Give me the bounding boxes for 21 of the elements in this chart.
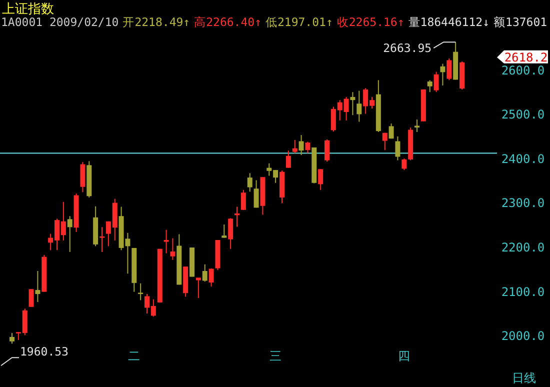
annotation: 收2265.16↑ [336,15,404,29]
y-tick-label: 2500.0 [501,108,545,122]
y-tick-label: 2300.0 [501,196,545,210]
y-tick-label: 2600.0 [501,63,545,78]
annotation: 1960.53 [20,344,69,359]
y-tick-label: 2400.0 [501,152,545,166]
annotation: 高2266.40↑ [194,15,262,29]
annotation: 量186446112↓ [408,15,490,29]
text: 日线 [512,371,536,385]
annotation: 1A0001 2009/02/10 [1,15,119,29]
annotation: 开2218.49↑ [122,15,190,29]
x-tick-label: 二 [128,349,140,363]
x-tick-label: 四 [398,349,410,363]
y-tick-label: 2100.0 [501,284,545,299]
y-tick-label: 2200.0 [501,240,545,255]
x-tick-label: 三 [270,349,282,363]
text: 额137601 [494,15,548,29]
chart-title: 上证指数 [2,2,54,17]
y-tick-label: 2000.0 [501,329,545,344]
annotation: 2663.95 [383,41,432,56]
annotation: 低2197.01↑ [265,15,333,29]
